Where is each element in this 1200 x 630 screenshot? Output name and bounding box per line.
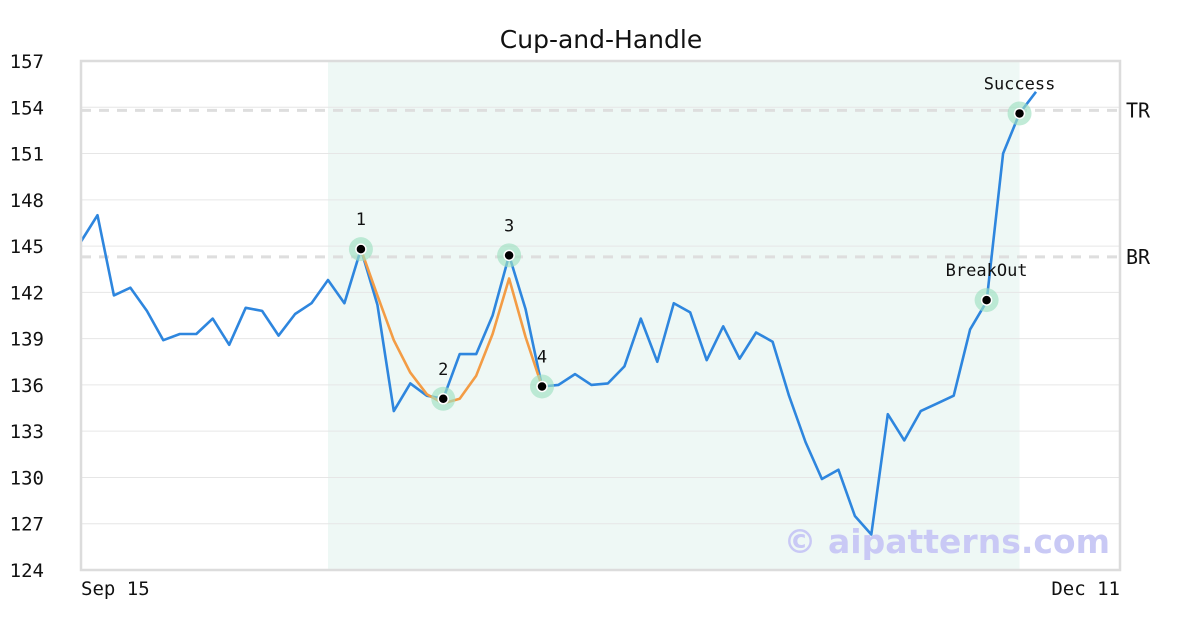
level-label: BR bbox=[1126, 245, 1151, 269]
x-axis: Sep 15 Dec 11 bbox=[81, 578, 1120, 600]
annotation-point bbox=[437, 393, 449, 405]
levels: TR BR bbox=[81, 98, 1151, 269]
annotations: 1 2 3 4 BreakOut Success bbox=[348, 74, 1056, 411]
y-tick-label: 136 bbox=[10, 375, 44, 397]
annotation-point bbox=[503, 249, 515, 262]
annotation-label: 2 bbox=[438, 360, 448, 380]
y-tick-label: 148 bbox=[10, 190, 44, 212]
annotation-point bbox=[1013, 107, 1026, 120]
annotation-label: 4 bbox=[537, 347, 547, 367]
annotation-label: Success bbox=[984, 74, 1056, 94]
y-tick-label: 139 bbox=[10, 329, 44, 351]
y-tick-label: 154 bbox=[10, 97, 44, 119]
y-tick-label: 127 bbox=[10, 514, 44, 536]
annotation-point bbox=[355, 243, 367, 255]
annotation-label: BreakOut bbox=[946, 261, 1028, 281]
y-tick-label: 133 bbox=[10, 421, 44, 443]
plot-frame bbox=[79, 59, 1122, 572]
level-label: TR bbox=[1126, 98, 1151, 122]
x-tick-label: Dec 11 bbox=[1051, 578, 1120, 600]
chart-title: Cup-and-Handle bbox=[500, 25, 702, 54]
y-axis: 124 127 130 133 136 139 142 145 148 151 154 157 bbox=[10, 51, 44, 582]
x-tick-label: Sep 15 bbox=[81, 578, 150, 600]
y-tick-label: 151 bbox=[10, 144, 44, 166]
price-line bbox=[79, 91, 1038, 536]
annotation-point bbox=[980, 294, 993, 306]
highlight-band bbox=[327, 61, 1020, 570]
y-tick-label: 142 bbox=[10, 282, 44, 304]
annotation-label: 1 bbox=[356, 210, 366, 230]
y-tick-label: 157 bbox=[10, 51, 44, 73]
annotation-label: 3 bbox=[504, 216, 514, 236]
y-tick-label: 145 bbox=[10, 236, 44, 258]
y-tick-label: 130 bbox=[10, 467, 44, 489]
watermark: © aipatterns.com bbox=[784, 522, 1110, 561]
annotation-point bbox=[536, 380, 548, 393]
y-tick-label: 124 bbox=[10, 560, 44, 582]
